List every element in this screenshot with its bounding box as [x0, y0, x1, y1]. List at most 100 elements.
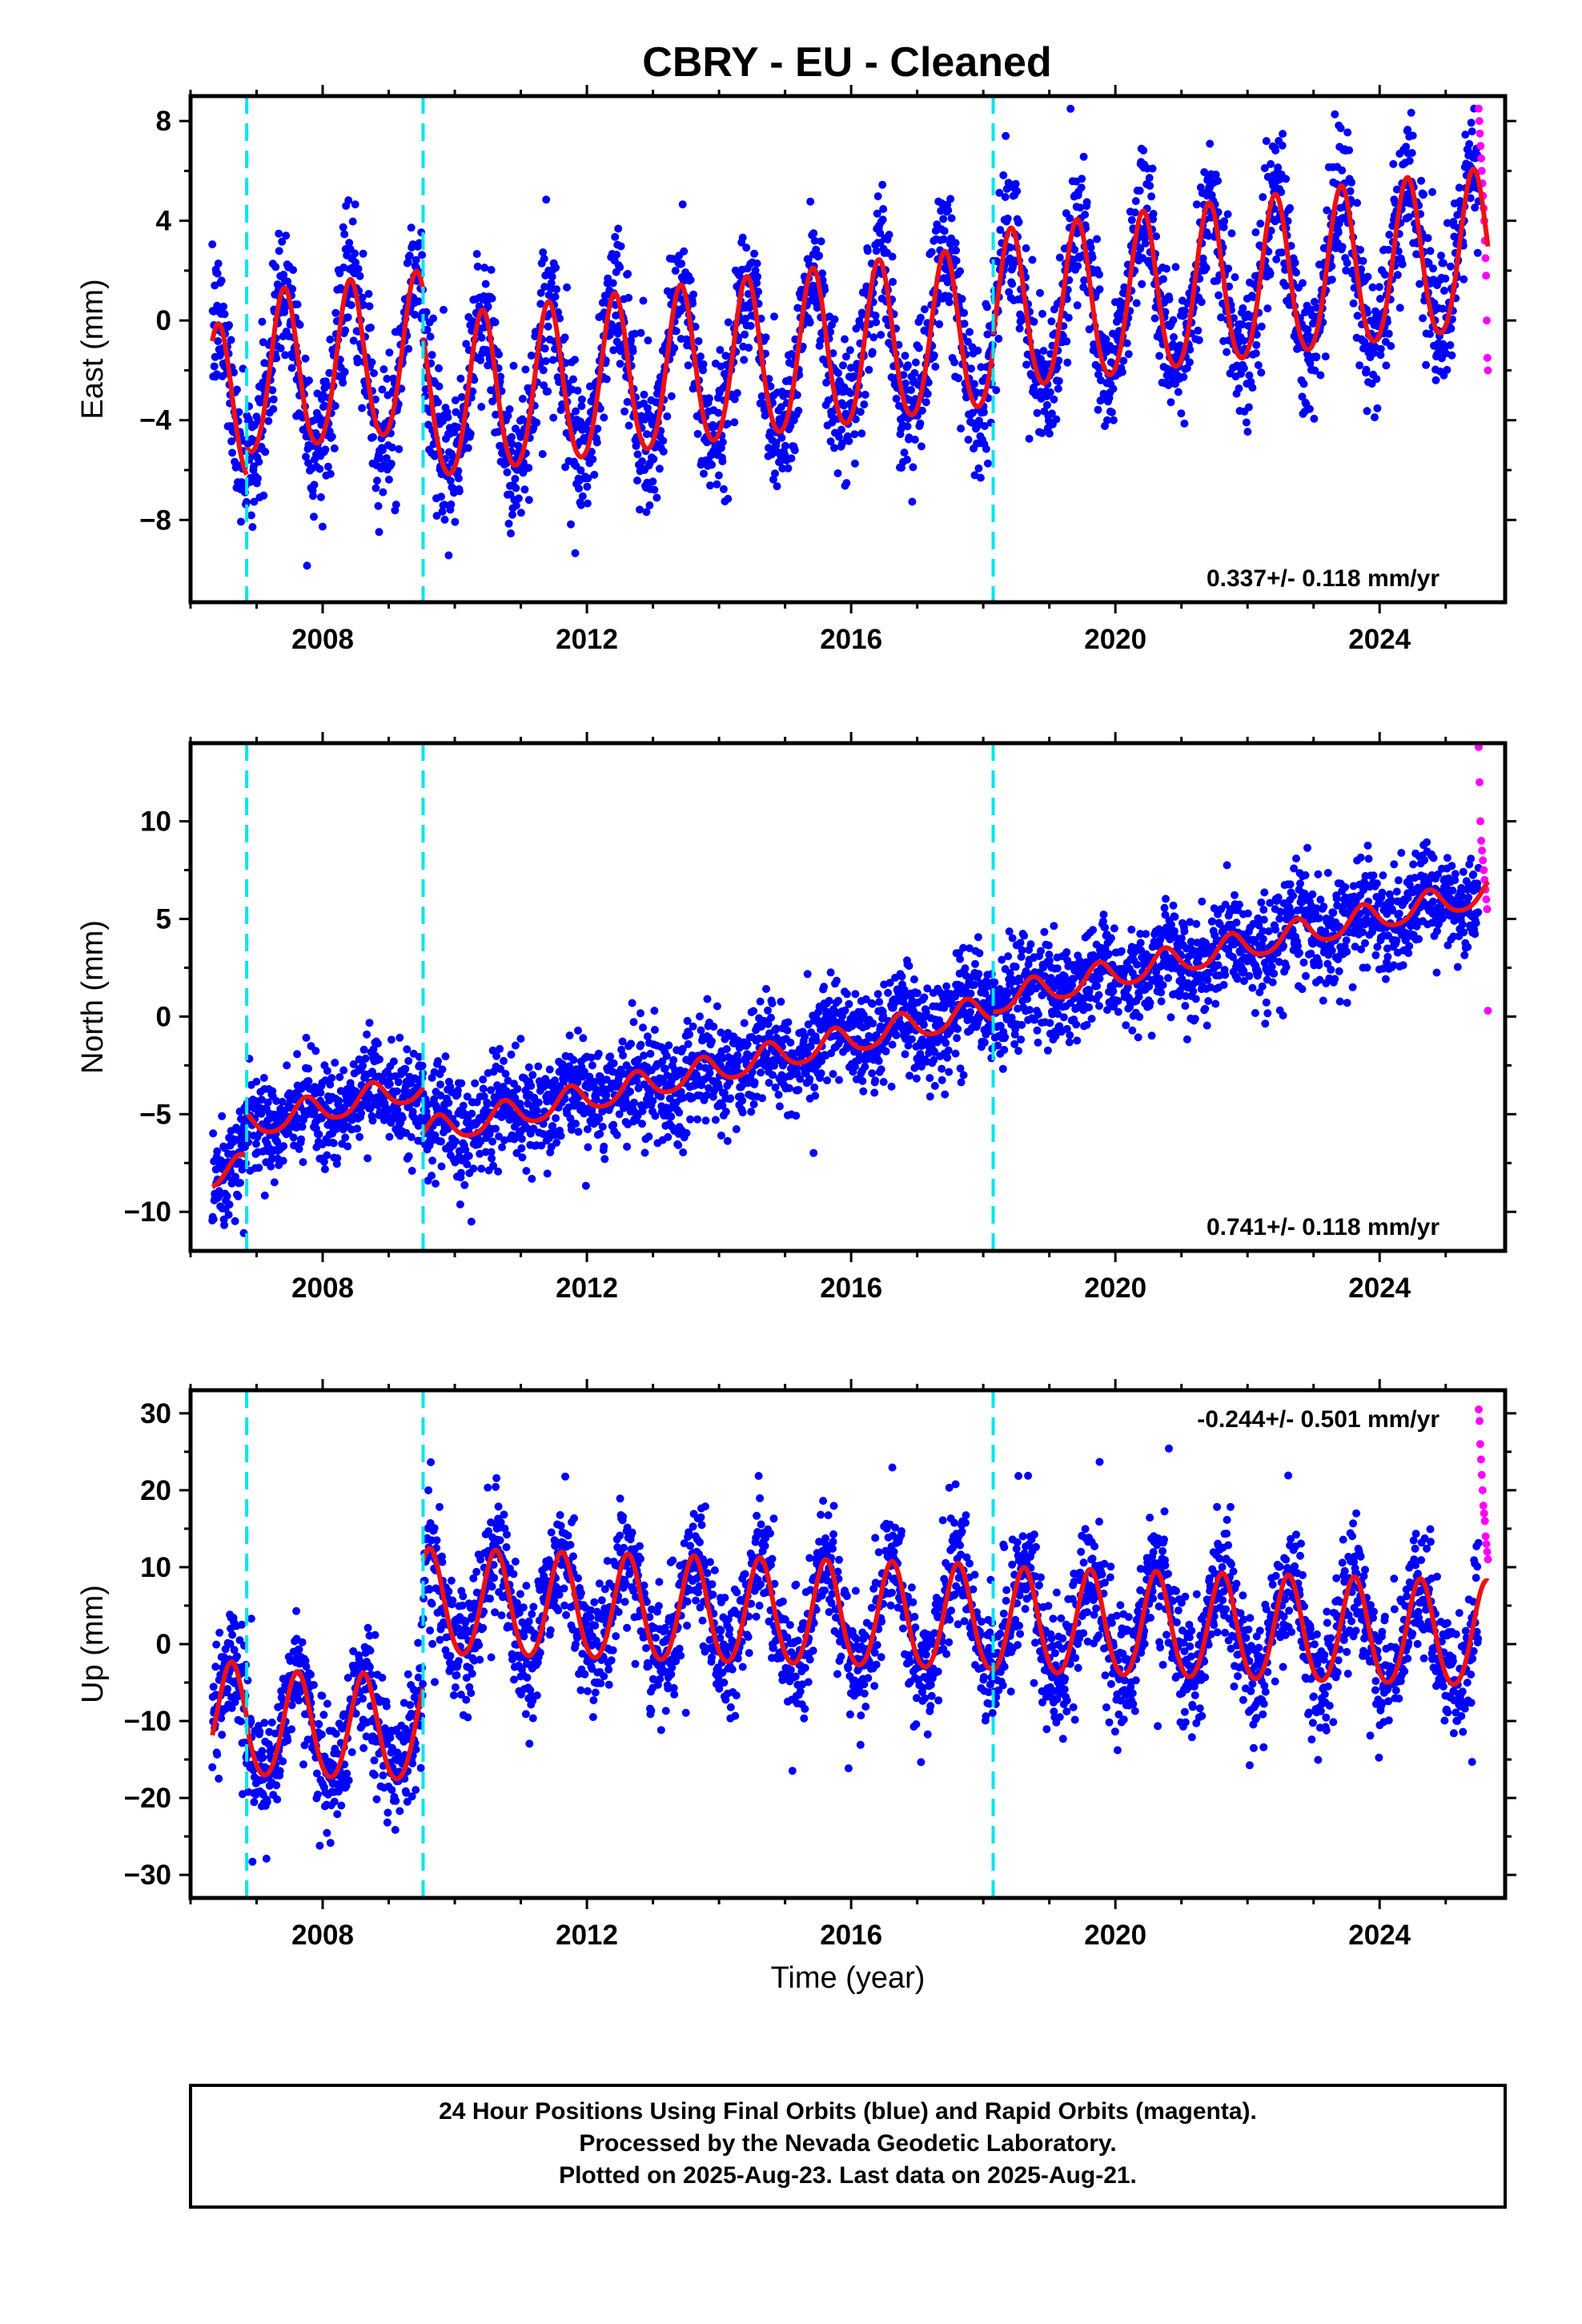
- rapid-orbit-point: [1476, 142, 1485, 151]
- x-tick-label: 2024: [1348, 1273, 1411, 1304]
- x-tick-label: 2016: [820, 1920, 882, 1951]
- model-fit-line: [993, 880, 1491, 1015]
- model-fit-line: [244, 268, 426, 455]
- rapid-orbit-point: [1478, 1486, 1487, 1494]
- rapid-orbit-point: [1476, 1440, 1484, 1449]
- y-tick-label: 0: [156, 305, 171, 336]
- east-panel: 2008 2012 2016 2020 2024 −8 −4 0 4 8 East (mm) 0.33…: [76, 85, 1516, 655]
- velocity-label: -0.244+/- 0.501 mm/yr: [1197, 1406, 1439, 1433]
- rapid-orbit-point: [1480, 1509, 1488, 1518]
- rapid-orbit-point: [1483, 1547, 1492, 1556]
- y-tick-label: −30: [124, 1860, 171, 1891]
- plot-frame: [188, 741, 1508, 1253]
- rapid-orbit-point: [1482, 895, 1491, 904]
- rapid-orbit-point: [1483, 316, 1491, 325]
- model-fit-line: [210, 321, 249, 476]
- x-tick-label: 2020: [1084, 624, 1146, 655]
- y-tick-label: 0: [156, 1629, 171, 1660]
- rapid-orbit-point: [1481, 1532, 1490, 1541]
- x-axis-label: Time (year): [771, 1961, 926, 1995]
- plot-frame: [188, 94, 1508, 605]
- x-tick-label: 2016: [820, 1273, 882, 1304]
- x-tick-label: 2008: [291, 1273, 354, 1304]
- model-fit-line: [244, 1669, 426, 1782]
- rapid-orbit-point: [1483, 353, 1492, 362]
- rapid-orbit-point: [1477, 167, 1486, 175]
- x-tick-label: 2012: [556, 624, 618, 655]
- x-tick-label: 2008: [291, 1920, 354, 1951]
- y-tick-label: 10: [140, 806, 171, 838]
- y-tick-label: 8: [156, 106, 171, 137]
- y-tick-label: −20: [124, 1783, 171, 1814]
- final-orbit-points: [208, 104, 1483, 570]
- rapid-orbit-point: [1480, 866, 1488, 875]
- y-tick-label: 10: [140, 1552, 171, 1583]
- y-tick-label: 4: [156, 206, 172, 237]
- rapid-orbit-point: [1482, 271, 1491, 280]
- x-tick-label: 2008: [291, 624, 354, 655]
- footer-line-1: 24 Hour Positions Using Final Orbits (bl…: [439, 2098, 1257, 2125]
- rapid-orbit-point: [1476, 1417, 1484, 1425]
- model-fit-line: [991, 1565, 1490, 1687]
- rapid-orbit-point: [1479, 856, 1488, 865]
- model-fit-line: [420, 1546, 994, 1671]
- rapid-orbit-point: [1477, 1470, 1486, 1479]
- rapid-orbit-point: [1475, 117, 1484, 126]
- footer-line-3: Plotted on 2025-Aug-23. Last data on 202…: [559, 2162, 1137, 2189]
- model-fit-line: [990, 167, 1491, 386]
- rapid-orbit-point: [1476, 129, 1484, 138]
- model-fit-line: [245, 1080, 426, 1135]
- rapid-orbit-point: [1482, 1540, 1491, 1549]
- rapid-orbit-point: [1479, 1502, 1488, 1510]
- rapid-orbit-point: [1477, 836, 1486, 845]
- y-tick-label: 5: [156, 903, 171, 935]
- rate-label-box: [1167, 559, 1444, 594]
- rapid-orbit-point: [1478, 846, 1487, 855]
- y-tick-label: 20: [140, 1475, 171, 1506]
- figure-title: CBRY - EU - Cleaned: [642, 39, 1051, 86]
- plot-content: [208, 743, 1492, 1251]
- y-axis-label: North (mm): [76, 920, 110, 1074]
- model-fit-line: [420, 248, 996, 476]
- rapid-orbit-point: [1476, 1455, 1485, 1464]
- y-axis-label: East (mm): [76, 279, 110, 419]
- rapid-orbit-point: [1476, 817, 1485, 826]
- x-tick-label: 2024: [1348, 1920, 1411, 1951]
- model-fit-line: [210, 1659, 250, 1736]
- rapid-orbit-point: [1481, 254, 1490, 263]
- rate-label-box: [1167, 1400, 1444, 1435]
- rate-label-box: [1167, 1208, 1444, 1243]
- rapid-orbit-point: [1476, 778, 1484, 786]
- plot-content: [208, 96, 1492, 602]
- up-panel: 2008 2012 2016 2020 2024 −30 −20 −10 0 10 20 30 Up (…: [76, 1379, 1516, 1951]
- footer-box: [189, 2084, 1507, 2209]
- rapid-orbit-point: [1477, 154, 1486, 163]
- final-orbit-points: [208, 1444, 1483, 1866]
- rapid-orbit-point: [1484, 1007, 1492, 1015]
- north-panel: 2008 2012 2016 2020 2024 −10 −5 0 5 10 North (mm) 0…: [76, 732, 1516, 1304]
- rapid-orbit-point: [1480, 1517, 1489, 1526]
- x-tick-label: 2020: [1084, 1920, 1146, 1951]
- plot-content: [208, 1390, 1492, 1898]
- y-tick-label: −10: [124, 1706, 171, 1737]
- x-tick-label: 2024: [1348, 624, 1411, 655]
- velocity-label: 0.741+/- 0.118 mm/yr: [1207, 1214, 1439, 1240]
- y-tick-label: 30: [140, 1398, 171, 1429]
- x-tick-label: 2020: [1084, 1273, 1146, 1304]
- x-tick-label: 2016: [820, 624, 882, 655]
- x-tick-label: 2012: [556, 1273, 618, 1304]
- rapid-orbit-point: [1483, 905, 1492, 914]
- velocity-label: 0.337+/- 0.118 mm/yr: [1207, 565, 1439, 592]
- rapid-orbit-point: [1475, 104, 1483, 113]
- y-tick-label: 0: [156, 1001, 171, 1032]
- y-tick-label: −10: [124, 1196, 171, 1228]
- rapid-orbit-point: [1475, 1405, 1483, 1413]
- y-tick-label: −8: [139, 505, 171, 536]
- y-tick-label: −5: [139, 1099, 171, 1130]
- x-tick-label: 2012: [556, 1920, 618, 1951]
- model-fit-line: [420, 996, 994, 1138]
- y-tick-label: −4: [139, 405, 171, 436]
- footer-line-2: Processed by the Nevada Geodetic Laborat…: [579, 2130, 1116, 2157]
- rapid-orbit-point: [1484, 1555, 1492, 1564]
